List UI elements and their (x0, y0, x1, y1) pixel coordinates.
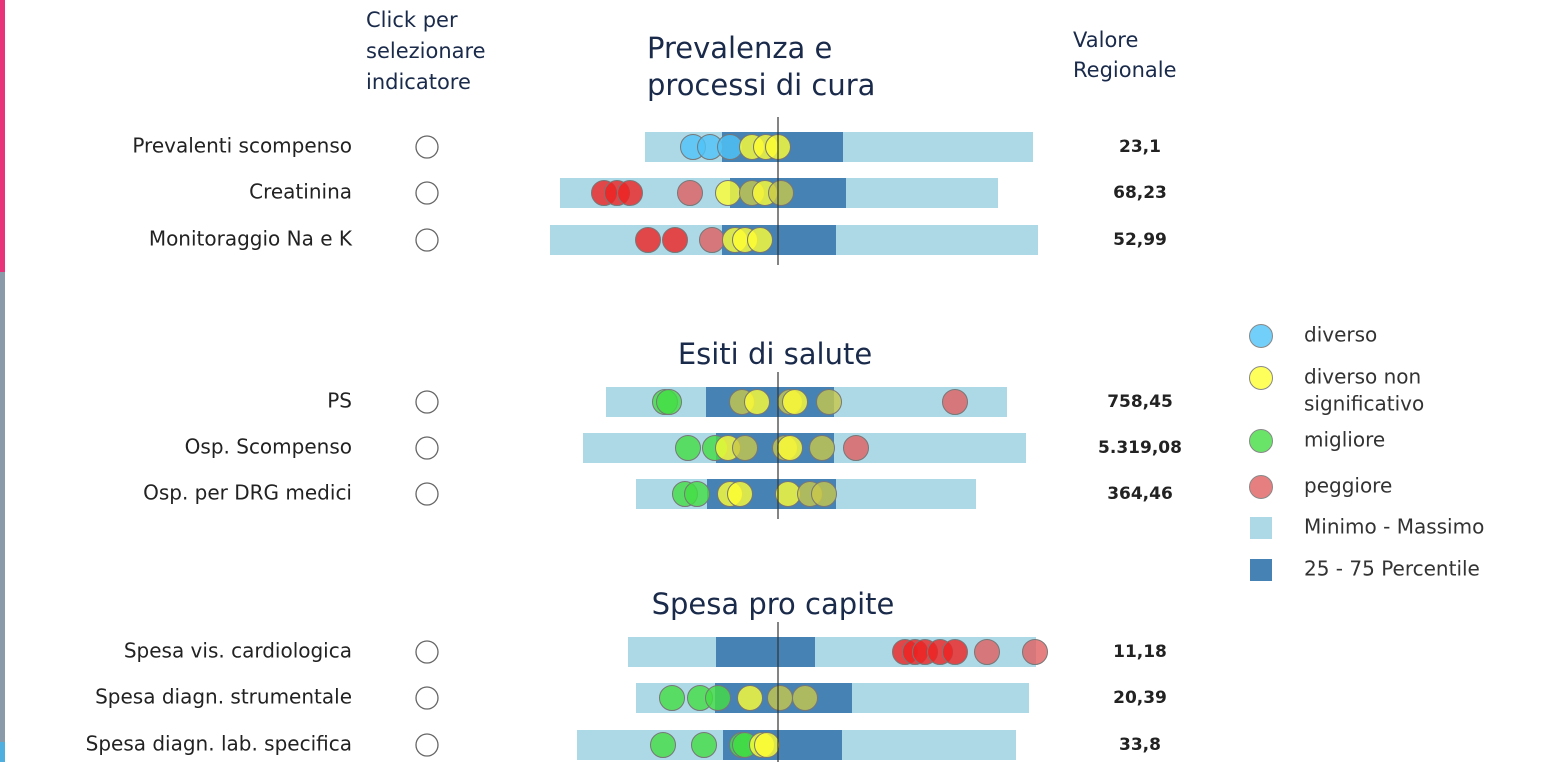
regional-value: 68,23 (1113, 183, 1167, 203)
legend-swatch (1249, 429, 1273, 453)
legend-label: Minimo - Massimo (1304, 515, 1484, 539)
dot (617, 180, 643, 206)
row-label: Prevalenti scompenso (132, 134, 352, 158)
dot (811, 481, 837, 507)
legend-label: peggiore (1304, 474, 1392, 498)
dot (1022, 639, 1048, 665)
dot (843, 435, 869, 461)
dot (782, 389, 808, 415)
legend-swatch (1249, 475, 1273, 499)
dot (677, 180, 703, 206)
legend-label: diverso non (1304, 365, 1421, 389)
side-strip (0, 272, 5, 742)
regional-value: 23,1 (1119, 137, 1161, 157)
radio-button[interactable] (415, 436, 439, 460)
row-label: Spesa diagn. lab. specifica (86, 732, 352, 756)
radio-button[interactable] (415, 482, 439, 506)
radio-button[interactable] (415, 228, 439, 252)
dot (942, 389, 968, 415)
legend-label: significativo (1304, 392, 1424, 416)
legend-swatch (1249, 324, 1273, 348)
regional-value: 52,99 (1113, 230, 1167, 250)
dot (809, 435, 835, 461)
row-label: Creatinina (249, 180, 352, 204)
header-text: indicatore (366, 70, 471, 94)
regional-value: 364,46 (1107, 484, 1173, 504)
radio-button[interactable] (415, 733, 439, 757)
dot (659, 685, 685, 711)
dot (744, 389, 770, 415)
section-title: Spesa pro capite (652, 587, 895, 621)
radio-button[interactable] (415, 181, 439, 205)
legend-label: diverso (1304, 323, 1377, 347)
radio-button[interactable] (415, 640, 439, 664)
row-label: Spesa diagn. strumentale (95, 685, 352, 709)
regional-value: 33,8 (1119, 735, 1161, 755)
side-strip (0, 0, 5, 272)
header-text: Regionale (1073, 58, 1177, 82)
header-text: selezionare (366, 39, 486, 63)
dot (727, 481, 753, 507)
dot (715, 180, 741, 206)
dot (691, 732, 717, 758)
row-label: Osp. Scompenso (185, 435, 352, 459)
dot (737, 685, 763, 711)
regional-value: 5.319,08 (1098, 438, 1182, 458)
legend-swatch (1250, 559, 1272, 581)
dot (732, 435, 758, 461)
dot (816, 389, 842, 415)
dot (942, 639, 968, 665)
percentile-bar (716, 637, 815, 667)
dot (705, 685, 731, 711)
dot (974, 639, 1000, 665)
row-label: PS (327, 389, 352, 413)
regional-value: 11,18 (1113, 642, 1167, 662)
row-label: Monitoraggio Na e K (149, 227, 353, 251)
legend-label: 25 - 75 Percentile (1304, 557, 1480, 581)
dot (777, 435, 803, 461)
dot (656, 389, 682, 415)
header-text: Click per (366, 8, 458, 32)
legend-label: migliore (1304, 428, 1385, 452)
dot (662, 227, 688, 253)
regional-value: 758,45 (1107, 392, 1173, 412)
dot (747, 227, 773, 253)
radio-button[interactable] (415, 135, 439, 159)
side-strip (0, 742, 5, 762)
dot (717, 134, 743, 160)
radio-button[interactable] (415, 686, 439, 710)
dot (775, 481, 801, 507)
dot (635, 227, 661, 253)
section-title: processi di cura (647, 68, 875, 102)
dot (754, 732, 780, 758)
regional-value: 20,39 (1113, 688, 1167, 708)
legend-swatch (1249, 366, 1273, 390)
dot (684, 481, 710, 507)
dot (650, 732, 676, 758)
dot (792, 685, 818, 711)
dot (767, 685, 793, 711)
dot (675, 435, 701, 461)
section-title: Prevalenza e (647, 31, 832, 65)
row-label: Spesa vis. cardiologica (124, 639, 352, 663)
legend-swatch (1250, 517, 1272, 539)
row-label: Osp. per DRG medici (143, 481, 352, 505)
section-title: Esiti di salute (678, 337, 872, 371)
header-text: Valore (1073, 28, 1138, 52)
dot (768, 180, 794, 206)
dot (699, 227, 725, 253)
radio-button[interactable] (415, 390, 439, 414)
